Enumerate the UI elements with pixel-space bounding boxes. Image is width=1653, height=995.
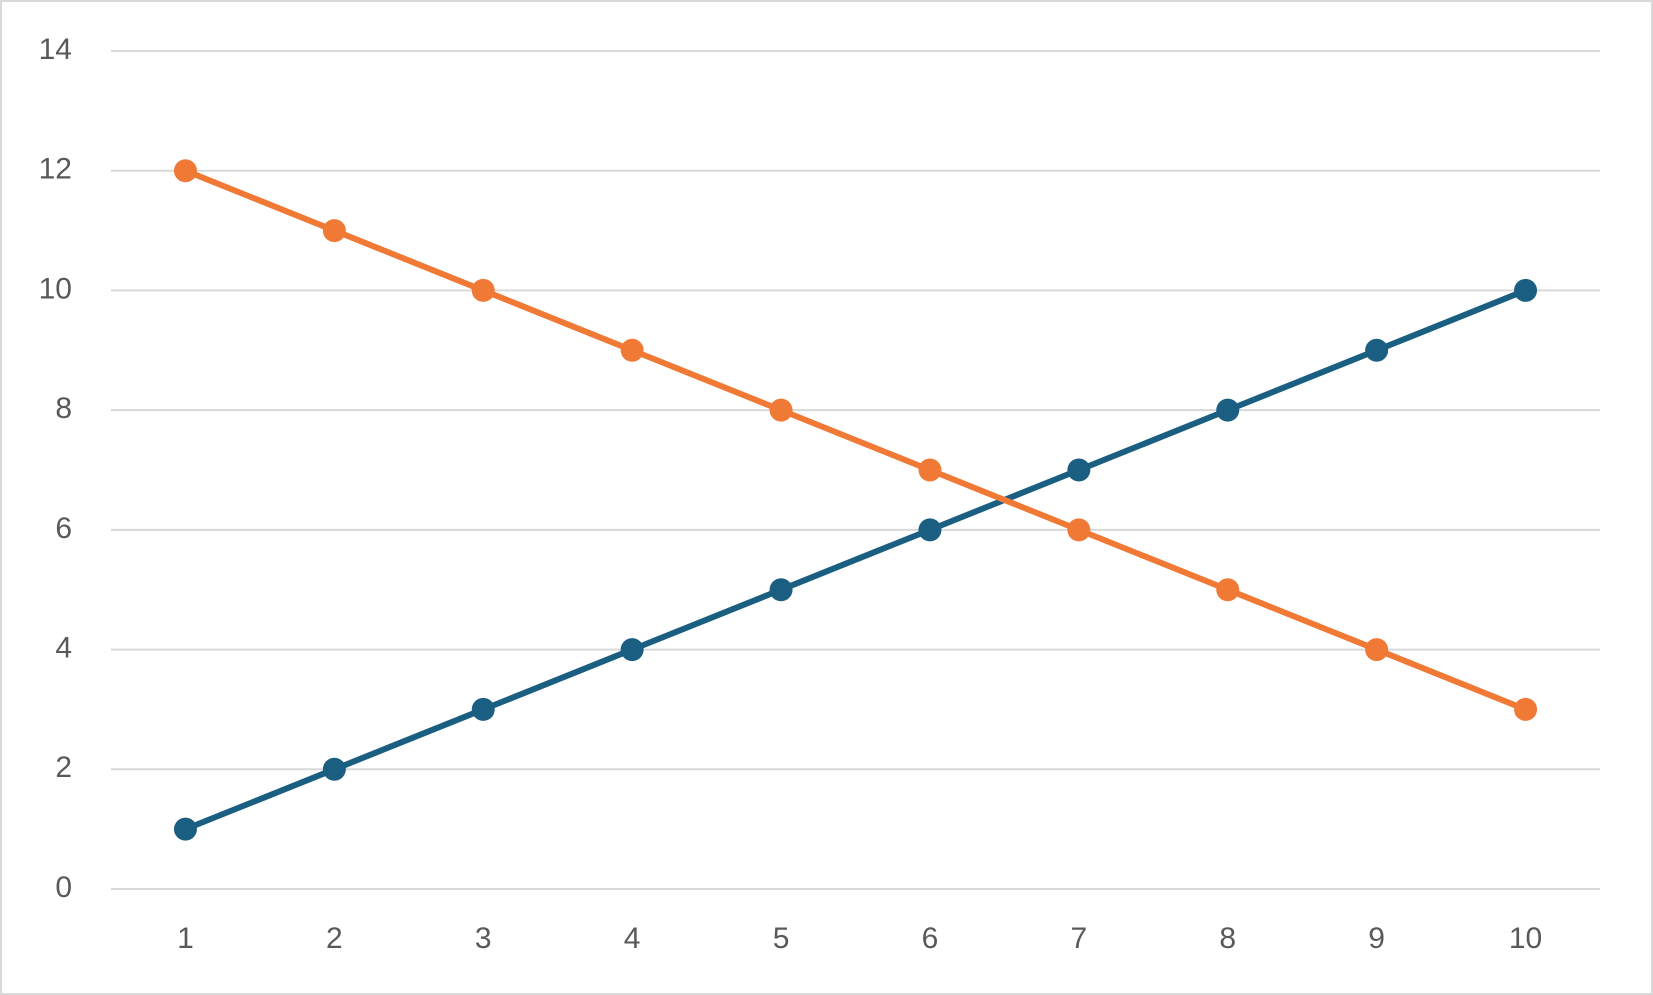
y-tick-label: 2 [55,751,72,784]
y-tick-label: 8 [55,392,72,425]
point-marker [1216,578,1240,602]
point-marker [471,697,495,721]
x-tick-label: 9 [1368,922,1385,955]
point-marker [918,518,942,542]
x-tick-label: 7 [1071,922,1088,955]
point-marker [769,578,793,602]
y-tick-label: 6 [55,512,72,545]
point-marker [322,757,346,781]
point-marker [1067,458,1091,482]
x-tick-label: 8 [1219,922,1236,955]
point-marker [471,278,495,302]
x-tick-label: 1 [177,922,194,955]
point-marker [620,638,644,662]
y-tick-label: 10 [39,272,72,305]
series-line [184,287,1527,832]
y-tick-label: 0 [55,871,72,904]
point-marker [918,458,942,482]
point-marker [1365,638,1389,662]
point-marker [620,338,644,362]
point-marker [1514,697,1538,721]
point-marker [322,219,346,243]
x-tick-label: 2 [326,922,343,955]
series-line [184,167,1527,713]
y-tick-label: 4 [55,631,72,664]
x-tick-label: 3 [475,922,492,955]
point-marker [769,398,793,422]
y-tick-label: 12 [39,153,72,186]
point-marker [173,159,197,183]
x-tick-label: 10 [1509,922,1542,955]
point-marker [1067,518,1091,542]
y-tick-label: 14 [39,33,72,66]
point-marker [173,817,197,841]
point-marker [1514,278,1538,302]
point-marker [1365,338,1389,362]
point-marker [1216,398,1240,422]
x-tick-label: 5 [773,922,790,955]
x-tick-label: 6 [922,922,939,955]
x-tick-label: 4 [624,922,641,955]
